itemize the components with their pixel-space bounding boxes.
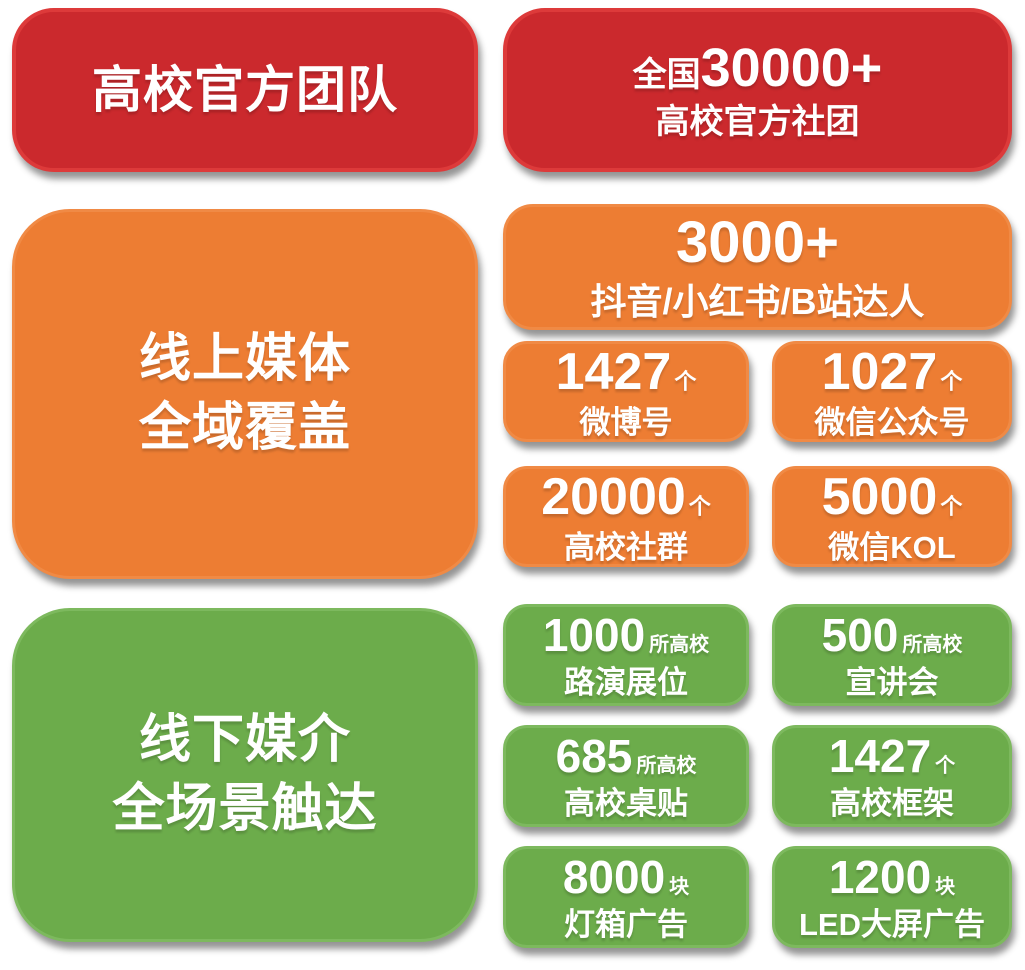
info-sessions-unit: 所高校 bbox=[902, 634, 963, 656]
offline-media-title-card: 线下媒介 全场景触达 bbox=[12, 608, 478, 942]
desk-stickers-label: 高校桌贴 bbox=[564, 786, 688, 821]
influencers-label: 抖音/小红书/B站达人 bbox=[590, 281, 925, 322]
official-team-title: 高校官方团队 bbox=[92, 61, 398, 118]
led-screen-number: 1200 bbox=[828, 851, 932, 903]
influencers-number: 3000+ bbox=[676, 210, 839, 275]
roadshow-number: 1000 bbox=[542, 609, 646, 661]
wechat-official-label: 微信公众号 bbox=[814, 404, 970, 440]
online-media-title: 线上媒体 全域覆盖 bbox=[139, 325, 351, 462]
campus-groups-label: 高校社群 bbox=[564, 529, 688, 565]
weibo-number: 1427 bbox=[555, 342, 672, 401]
wechat-official-number: 1027 bbox=[821, 342, 938, 401]
stat-card-wechat-official: 1027 个 微信公众号 bbox=[772, 341, 1012, 442]
offline-stats-grid: 1000 所高校 路演展位 500 所高校 宣讲会 685 所高校 高校桌贴 1… bbox=[503, 604, 1012, 948]
national-clubs-label: 高校官方社团 bbox=[655, 103, 860, 141]
wechat-official-number-row: 1027 个 bbox=[822, 346, 963, 398]
official-team-title-card: 高校官方团队 bbox=[12, 8, 478, 172]
online-media-title-card: 线上媒体 全域覆盖 bbox=[12, 209, 478, 579]
stat-card-led-screen-ads: 1200 块 LED大屏广告 bbox=[772, 846, 1012, 948]
stat-card-campus-frames: 1427 个 高校框架 bbox=[772, 725, 1012, 827]
campus-groups-unit: 个 bbox=[688, 493, 711, 519]
weibo-unit: 个 bbox=[674, 368, 697, 394]
offline-media-title-line1: 线下媒介 bbox=[138, 711, 351, 770]
roadshow-unit: 所高校 bbox=[649, 634, 710, 656]
stat-card-lightbox-ads: 8000 块 灯箱广告 bbox=[503, 846, 749, 948]
info-sessions-number-row: 500 所高校 bbox=[822, 612, 963, 658]
stat-card-influencers: 3000+ 抖音/小红书/B站达人 bbox=[503, 204, 1012, 330]
online-media-title-line2: 全域覆盖 bbox=[138, 399, 351, 457]
wechat-kol-number: 5000 bbox=[821, 467, 938, 526]
desk-stickers-number: 685 bbox=[555, 730, 633, 782]
online-stats-grid: 1427 个 微博号 1027 个 微信公众号 20000 个 高校社群 500… bbox=[503, 341, 1012, 567]
stat-card-campus-groups: 20000 个 高校社群 bbox=[503, 466, 749, 567]
stat-card-weibo: 1427 个 微博号 bbox=[503, 341, 749, 442]
lightbox-label: 灯箱广告 bbox=[564, 907, 688, 942]
stat-card-wechat-kol: 5000 个 微信KOL bbox=[772, 466, 1012, 567]
roadshow-label: 路演展位 bbox=[564, 665, 688, 700]
campus-frames-label: 高校框架 bbox=[830, 786, 954, 821]
wechat-kol-unit: 个 bbox=[940, 493, 963, 519]
led-screen-label: LED大屏广告 bbox=[799, 907, 985, 942]
desk-stickers-number-row: 685 所高校 bbox=[556, 733, 697, 779]
weibo-number-row: 1427 个 bbox=[556, 346, 697, 398]
national-clubs-number-row: 全国 30000+ bbox=[633, 41, 883, 95]
stat-card-desk-stickers: 685 所高校 高校桌贴 bbox=[503, 725, 749, 827]
info-sessions-number: 500 bbox=[821, 609, 899, 661]
lightbox-number: 8000 bbox=[562, 851, 666, 903]
stat-card-national-clubs: 全国 30000+ 高校官方社团 bbox=[503, 8, 1012, 172]
lightbox-unit: 块 bbox=[669, 876, 690, 898]
campus-frames-number-row: 1427 个 bbox=[829, 733, 955, 779]
stat-card-roadshow-booths: 1000 所高校 路演展位 bbox=[503, 604, 749, 706]
offline-media-title-line2: 全场景触达 bbox=[112, 780, 378, 838]
influencers-number-row: 3000+ bbox=[676, 214, 839, 272]
national-clubs-number: 30000+ bbox=[700, 38, 883, 98]
campus-frames-unit: 个 bbox=[935, 755, 956, 777]
wechat-kol-number-row: 5000 个 bbox=[822, 471, 963, 523]
campus-frames-number: 1427 bbox=[828, 730, 932, 782]
info-sessions-label: 宣讲会 bbox=[845, 665, 939, 700]
led-screen-number-row: 1200 块 bbox=[829, 854, 955, 900]
stat-card-info-sessions: 500 所高校 宣讲会 bbox=[772, 604, 1012, 706]
lightbox-number-row: 8000 块 bbox=[563, 854, 689, 900]
campus-groups-number-row: 20000 个 bbox=[541, 471, 711, 523]
campus-groups-number: 20000 bbox=[541, 467, 686, 526]
national-clubs-prefix: 全国 bbox=[632, 56, 701, 94]
weibo-label: 微博号 bbox=[579, 404, 673, 440]
wechat-kol-label: 微信KOL bbox=[828, 529, 956, 565]
led-screen-unit: 块 bbox=[935, 876, 956, 898]
desk-stickers-unit: 所高校 bbox=[636, 755, 697, 777]
offline-media-title: 线下媒介 全场景触达 bbox=[112, 706, 377, 843]
roadshow-number-row: 1000 所高校 bbox=[543, 612, 709, 658]
online-media-title-line1: 线上媒体 bbox=[138, 330, 351, 389]
wechat-official-unit: 个 bbox=[940, 368, 963, 394]
